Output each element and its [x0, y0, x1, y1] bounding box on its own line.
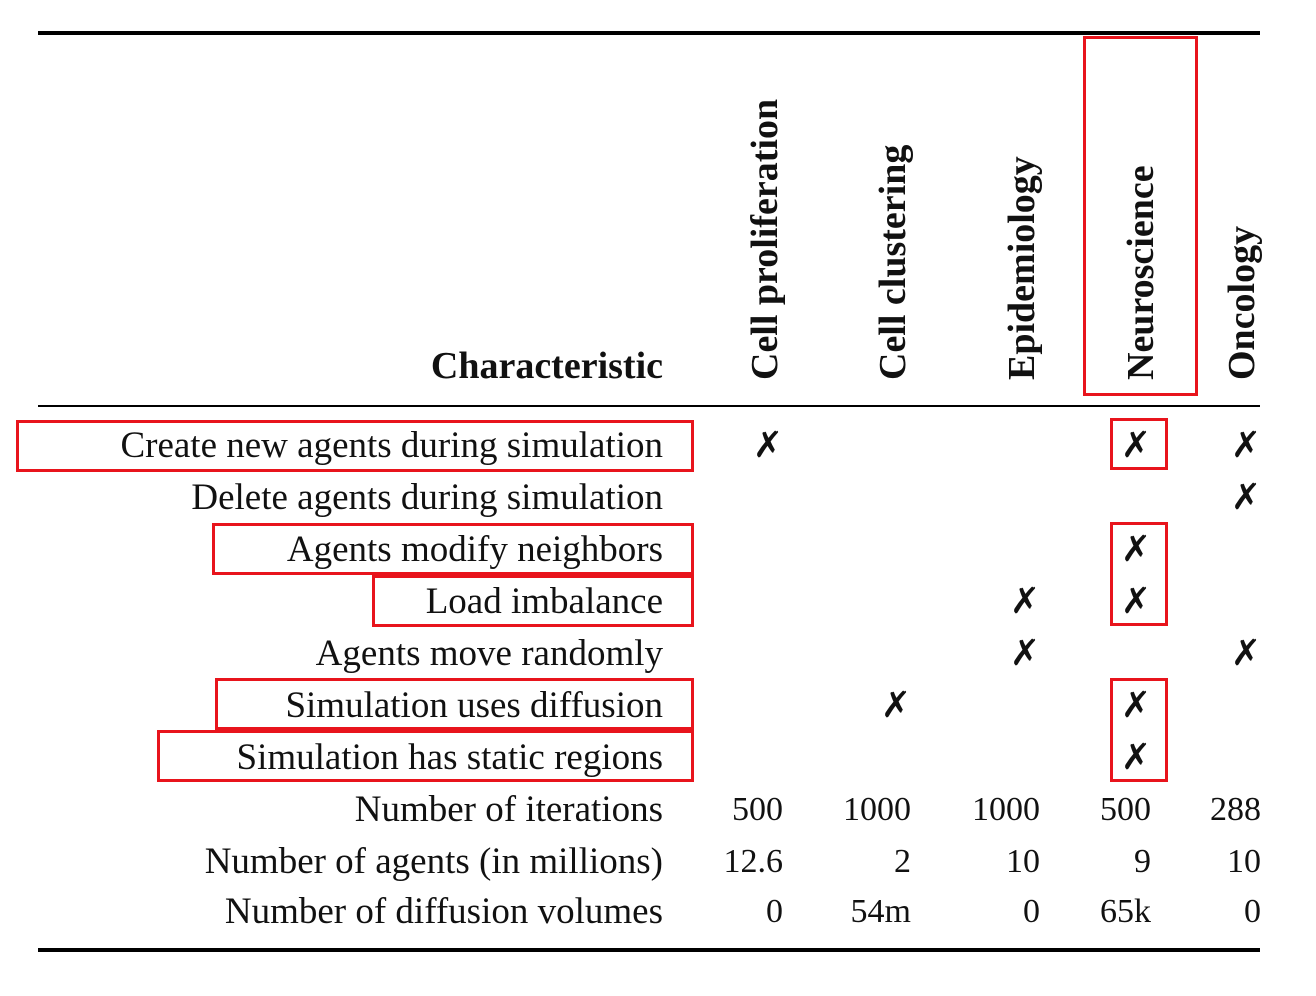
highlight-cell-neuro-modify-load [1110, 522, 1168, 626]
characteristic-header: Characteristic [430, 345, 663, 387]
table-cell: 1000 [972, 791, 1040, 828]
cross-mark-icon: ✗ [1120, 529, 1151, 570]
highlight-row-simulation-uses-diffusion [215, 678, 694, 730]
table-cell: 0 [1244, 893, 1261, 930]
table-row: Create new agents during simulation ✗ ✗ ✗ [0, 420, 1316, 472]
table-row: Number of agents (in millions) 12.6 2 10 9 10 [0, 836, 1316, 888]
highlight-cell-neuro-create [1110, 418, 1168, 470]
bottom-rule [38, 948, 1260, 952]
table-cell [801, 576, 911, 628]
cross-mark-icon: ✗ [752, 425, 783, 466]
table-row: Simulation uses diffusion ✗ ✗ [0, 680, 1316, 732]
table-cell: 288 [1210, 791, 1261, 828]
row-label-simulation-has-static-regions: Simulation has static regions [236, 737, 663, 778]
cross-mark-icon: ✗ [1230, 633, 1261, 674]
table-cell: 0 [766, 893, 783, 930]
row-label-simulation-uses-diffusion: Simulation uses diffusion [285, 685, 663, 726]
table-cell: 54m [850, 893, 911, 930]
table-cell: 500 [1100, 791, 1151, 828]
cross-mark-icon: ✗ [1009, 581, 1040, 622]
table-cell [801, 732, 911, 784]
row-label-number-of-iterations: Number of iterations [354, 789, 663, 830]
highlight-row-simulation-static-regions [157, 730, 694, 782]
table-cell [930, 472, 1040, 524]
row-label-create-new-agents-during-simulation: Create new agents during simulation [120, 425, 663, 466]
cross-mark-icon: ✗ [1120, 685, 1151, 726]
table-cell [1171, 576, 1261, 628]
table-cell [1171, 680, 1261, 732]
cross-mark-icon: ✗ [1230, 425, 1261, 466]
row-label-agents-modify-neighbors: Agents modify neighbors [286, 529, 663, 570]
table-cell [673, 628, 783, 680]
table-row: Load imbalance ✗ ✗ [0, 576, 1316, 628]
cross-mark-icon: ✗ [1120, 737, 1151, 778]
cross-mark-icon: ✗ [1230, 477, 1261, 518]
table-row: Agents modify neighbors ✗ [0, 524, 1316, 576]
row-label-agents-move-randomly: Agents move randomly [315, 633, 663, 674]
table-cell: 0 [1023, 893, 1040, 930]
table-cell [801, 472, 911, 524]
table-cell [930, 524, 1040, 576]
highlight-neuroscience-header [1083, 36, 1198, 396]
row-label-load-imbalance: Load imbalance [425, 581, 663, 622]
table-cell: 10 [1006, 843, 1040, 880]
table-cell [801, 420, 911, 472]
table-cell [1051, 472, 1151, 524]
table-row: Number of iterations 500 1000 1000 500 288 [0, 784, 1316, 836]
table-cell: 10 [1227, 843, 1261, 880]
table-cell: 500 [732, 791, 783, 828]
row-label-delete-agents-during-simulation: Delete agents during simulation [191, 477, 663, 518]
table-cell: 65k [1100, 893, 1151, 930]
table-cell [930, 420, 1040, 472]
top-rule [38, 31, 1260, 35]
table-cell [1051, 628, 1151, 680]
table-cell: 1000 [843, 791, 911, 828]
cross-mark-icon: ✗ [1009, 633, 1040, 674]
cross-mark-icon: ✗ [1120, 425, 1151, 466]
row-label-number-of-agents-in-millions: Number of agents (in millions) [204, 841, 663, 882]
header-rule [38, 405, 1260, 407]
highlight-row-create-new-agents [16, 420, 694, 472]
table-cell: 9 [1134, 843, 1151, 880]
cross-mark-icon: ✗ [880, 685, 911, 726]
table-cell [801, 628, 911, 680]
table-row: Delete agents during simulation ✗ [0, 472, 1316, 524]
table-cell [1171, 524, 1261, 576]
cross-mark-icon: ✗ [1120, 581, 1151, 622]
table-row: Simulation has static regions ✗ [0, 732, 1316, 784]
table-cell: 12.6 [723, 843, 784, 880]
table-cell: 2 [894, 843, 911, 880]
table-row: Number of diffusion volumes 0 54m 0 65k 0 [0, 886, 1316, 938]
highlight-row-load-imbalance [372, 575, 694, 627]
table-cell [930, 732, 1040, 784]
highlight-row-agents-modify-neighbors [212, 523, 694, 575]
highlight-cell-neuro-diffusion-static [1110, 678, 1168, 782]
table-cell [673, 472, 783, 524]
table-cell [930, 680, 1040, 732]
table-row: Agents move randomly ✗ ✗ [0, 628, 1316, 680]
table-cell [1171, 732, 1261, 784]
table-cell [801, 524, 911, 576]
row-label-number-of-diffusion-volumes: Number of diffusion volumes [224, 891, 663, 932]
